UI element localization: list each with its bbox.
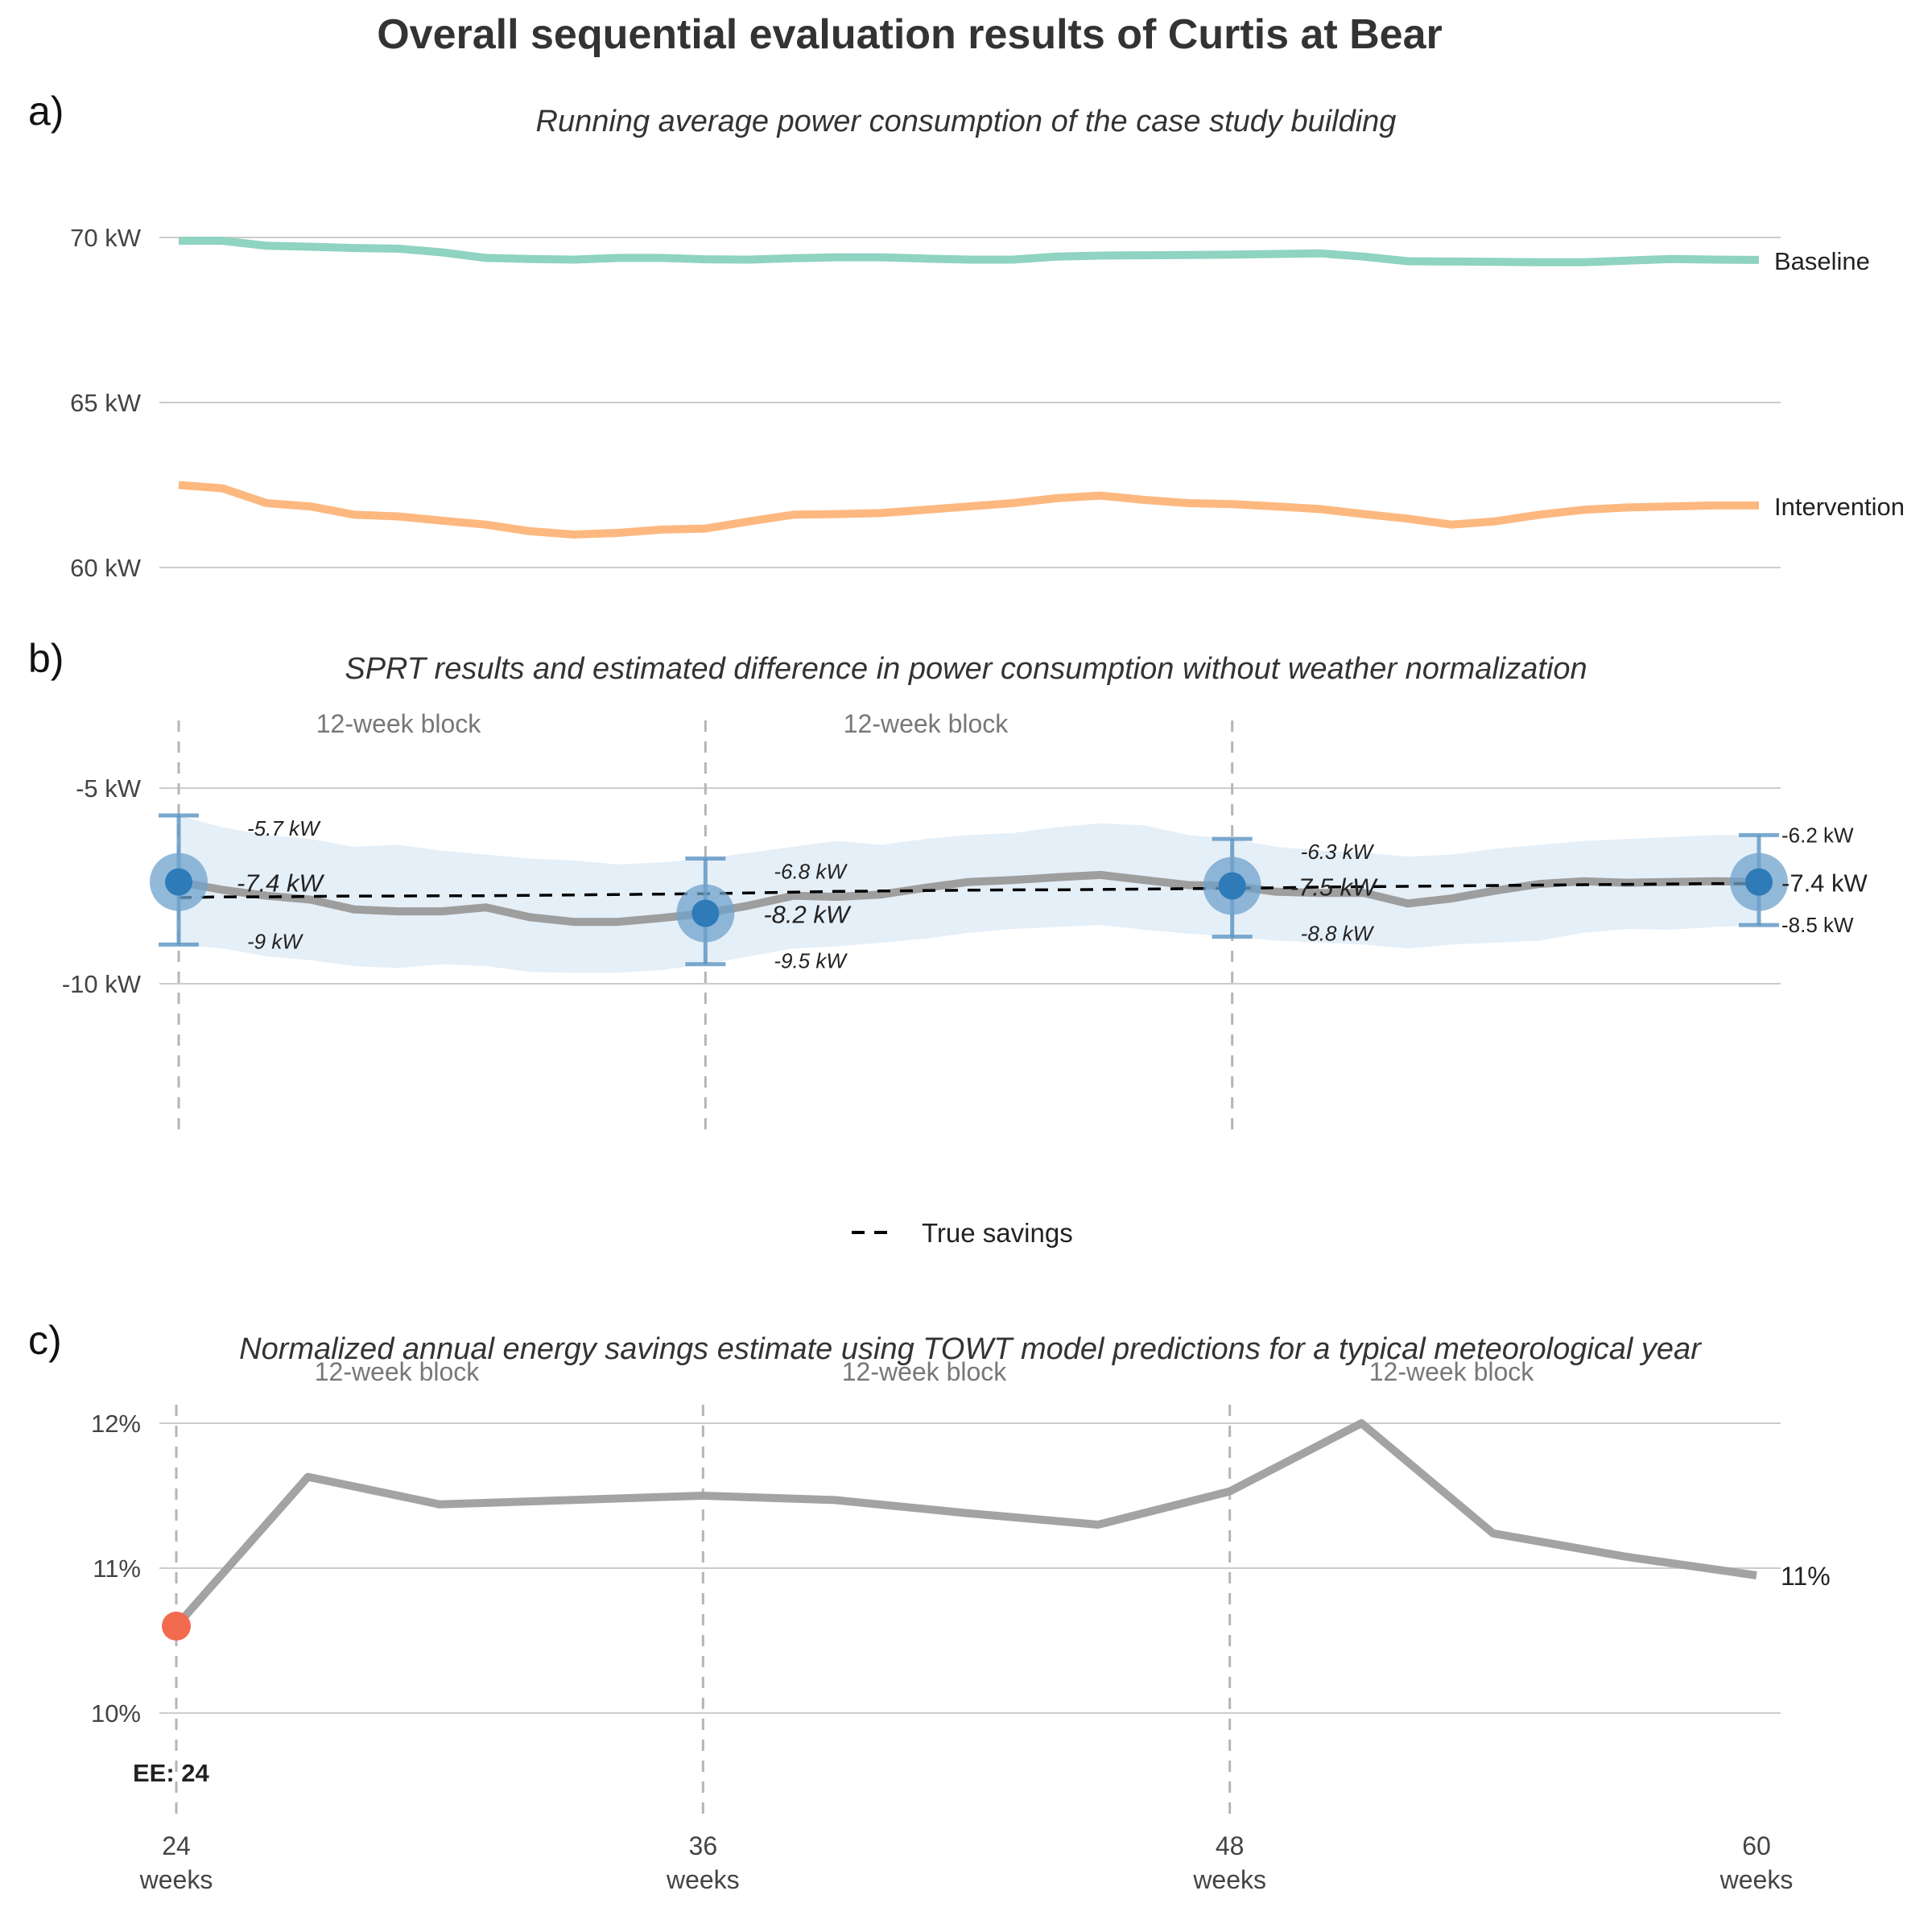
x-tick-label: 48 [1216,1831,1245,1860]
panel-c-subtitle: Normalized annual energy savings estimat… [239,1332,1702,1366]
intervention-label: Intervention [1774,493,1905,521]
panel-b-gridlines [159,787,1781,985]
panel-a-y-ticks: 70 kW 65 kW 60 kW [70,224,142,582]
x-tick-label: 36 [689,1831,718,1860]
estimate-label: -7.4 kW [237,869,325,898]
panel-b-block-label-1: 12-week block [316,709,482,738]
upper-bound-label: -6.2 kW [1781,823,1854,847]
x-tick-unit: weeks [666,1865,740,1894]
upper-bound-label: -6.8 kW [774,859,848,883]
savings-line [173,1419,1757,1629]
lower-bound-label: -8.5 kW [1781,913,1854,937]
panel-b-subtitle: SPRT results and estimated difference in… [345,652,1587,686]
x-tick-unit: weeks [139,1865,213,1894]
panel-c-series [162,1419,1757,1641]
panel-a-y-tick-label: 65 kW [70,389,142,417]
confidence-band [179,815,1759,973]
panel-c-block-label-1: 12-week block [315,1357,481,1386]
lower-bound-label: -8.8 kW [1301,922,1375,946]
panel-a-tag: a) [28,89,64,134]
x-tick-label: 60 [1742,1831,1771,1860]
estimate-point [165,868,192,896]
baseline-label: Baseline [1774,247,1870,275]
lower-bound-label: -9 kW [247,929,303,953]
legend: True savings [852,1218,1073,1248]
panel-a-y-tick-label: 60 kW [70,554,142,582]
panel-b-series [178,870,1760,927]
panel-c-y-ticks: 12% 11% 10% [91,1410,141,1728]
panel-c-checkpoint-lines [175,1405,1232,1821]
early-exit-point [162,1612,191,1641]
panel-b-confidence-band [179,815,1759,973]
panel-c-gridlines [159,1422,1781,1714]
panel-c-end-label: 11% [1781,1562,1831,1591]
early-exit-label: EE: 24 [133,1759,210,1787]
panel-a-gridlines [159,237,1781,568]
x-tick-unit: weeks [1719,1865,1794,1894]
upper-bound-label: -6.3 kW [1301,840,1375,864]
lower-bound-label: -9.5 kW [774,949,848,973]
x-axis-ticks: 24 weeks 36 weeks 48 weeks 60 weeks [139,1831,1794,1894]
estimate-label: -7.5 kW [1290,873,1379,902]
legend-true-savings-label: True savings [922,1218,1073,1248]
estimate-point [1218,872,1246,900]
true-savings-line [178,881,1759,899]
panel-c: c) Normalized annual energy savings esti… [28,1318,1831,1894]
panel-a: a) Running average power consumption of … [28,89,1905,582]
panel-c-tag: c) [28,1318,62,1363]
estimate-label: -8.2 kW [763,901,852,929]
panel-b-block-label-2: 12-week block [844,709,1009,738]
panel-c-y-tick-label: 12% [91,1410,141,1438]
estimate-line [178,870,1760,927]
panel-a-subtitle: Running average power consumption of the… [536,105,1397,138]
x-tick-label: 24 [162,1831,191,1860]
intervention-line [178,481,1759,539]
x-tick-unit: weeks [1192,1865,1266,1894]
panel-b-tag: b) [28,636,64,681]
panel-a-y-tick-label: 70 kW [70,224,142,252]
estimate-label: -7.4 kW [1781,869,1868,898]
panel-b-y-tick-label: -10 kW [62,970,142,998]
panel-a-series [178,237,1760,539]
panel-b: b) SPRT results and estimated difference… [28,636,1868,1248]
baseline-line [179,237,1760,266]
estimate-point [691,899,720,927]
panel-b-checkpoints: -7.4 kW -5.7 kW -9 kW -8.2 kW -6.8 kW -9.5 kW… [150,813,1868,973]
panel-c-block-label-2: 12-week block [842,1357,1008,1386]
upper-bound-label: -5.7 kW [247,816,321,840]
panel-b-y-ticks: -5 kW -10 kW [62,774,142,998]
panel-c-y-tick-label: 10% [91,1699,141,1728]
panel-b-y-tick-label: -5 kW [76,774,142,803]
estimate-point [1745,868,1773,896]
panel-c-y-tick-label: 11% [93,1554,141,1583]
panel-c-block-label-3: 12-week block [1369,1357,1535,1386]
chart-title: Overall sequential evaluation results of… [377,11,1443,58]
